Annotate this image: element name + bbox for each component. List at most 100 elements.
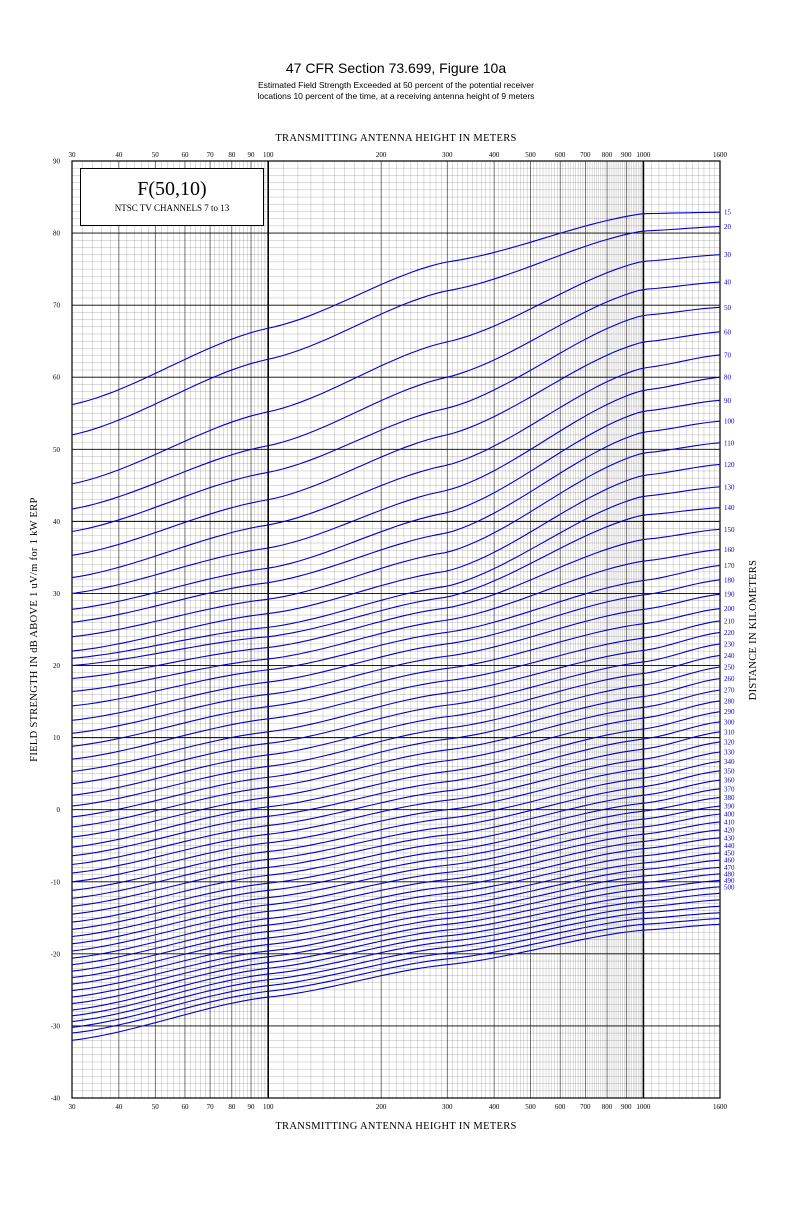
chart-subtitle: Estimated Field Strength Exceeded at 50 …	[0, 80, 792, 102]
x-tick-label-bottom: 60	[181, 1103, 189, 1111]
x-tick-label-top: 40	[115, 151, 123, 159]
distance-label: 250	[724, 663, 735, 671]
distance-label: 90	[724, 397, 732, 405]
distance-label: 20	[724, 223, 732, 231]
plot-frame	[71, 160, 721, 1099]
curve-15	[71, 211, 721, 406]
curve-360	[71, 779, 721, 907]
distance-label: 360	[724, 777, 735, 785]
y-tick-label: -30	[51, 1022, 61, 1030]
x-tick-label-top: 200	[376, 151, 387, 159]
distance-label: 270	[724, 687, 735, 695]
curve-310	[71, 731, 721, 866]
x-tick-label-top: 80	[228, 151, 236, 159]
x-tick-label-bottom: 500	[525, 1103, 536, 1111]
distance-label: 210	[724, 617, 735, 625]
curve-400	[71, 813, 721, 938]
curve-410	[71, 821, 721, 945]
x-tick-label-top: 600	[555, 151, 566, 159]
x-axis-label-top: TRANSMITTING ANTENNA HEIGHT IN METERS	[275, 133, 516, 144]
y-tick-label: 50	[53, 446, 61, 454]
distance-label: 230	[724, 640, 735, 648]
y-tick-label: 70	[53, 302, 61, 310]
curve-240	[71, 654, 721, 796]
curve-60	[71, 331, 721, 556]
curve-270	[71, 689, 721, 828]
curve-160	[71, 548, 721, 693]
distance-axis-label: DISTANCE IN KILOMETERS	[748, 560, 759, 701]
distance-label: 160	[724, 546, 735, 554]
curve-210	[71, 620, 721, 760]
curve-260	[71, 677, 721, 818]
distance-label: 490	[724, 877, 735, 885]
subtitle-line-2: locations 10 percent of the time, at a r…	[257, 91, 535, 101]
curve-130	[71, 486, 721, 659]
subtitle-line-1: Estimated Field Strength Exceeded at 50 …	[258, 80, 534, 90]
distance-label: 370	[724, 785, 735, 793]
curve-470	[71, 866, 721, 985]
distance-label: 280	[724, 697, 735, 705]
x-tick-label-top: 100	[263, 151, 274, 159]
curve-50	[71, 306, 721, 533]
distance-label: 80	[724, 374, 732, 382]
tick-labels: 3030404050506060707080809090100100200200…	[51, 151, 735, 1111]
curve-120	[71, 463, 721, 652]
distance-label: 170	[724, 562, 735, 570]
distance-label: 430	[724, 834, 735, 842]
y-tick-label: 30	[53, 590, 61, 598]
curve-300	[71, 721, 721, 857]
x-tick-label-top: 300	[442, 151, 453, 159]
x-tick-label-top: 1000	[636, 151, 651, 159]
x-tick-label-top: 700	[580, 151, 591, 159]
x-tick-label-bottom: 400	[489, 1103, 500, 1111]
distance-label: 220	[724, 629, 735, 637]
distance-label: 340	[724, 758, 735, 766]
legend-box: F(50,10) NTSC TV CHANNELS 7 to 13	[80, 168, 264, 226]
curve-500	[71, 886, 721, 1005]
distance-label: 200	[724, 605, 735, 613]
curve-420	[71, 829, 721, 952]
curve-unlabeled-54	[71, 917, 721, 1034]
curve-180	[71, 579, 721, 721]
distance-label: 70	[724, 351, 732, 359]
distance-label: 30	[724, 251, 732, 259]
curve-unlabeled-52	[71, 905, 721, 1023]
x-tick-label-bottom: 100	[263, 1103, 274, 1111]
distance-label: 120	[724, 461, 735, 469]
curve-280	[71, 700, 721, 838]
x-tick-label-top: 1600	[713, 151, 728, 159]
x-tick-label-bottom: 90	[248, 1103, 256, 1111]
curve-190	[71, 593, 721, 734]
y-axis-label: FIELD STRENGTH IN dB ABOVE 1 uV/m for 1 …	[29, 497, 40, 761]
curve-440	[71, 845, 721, 966]
distance-label: 470	[724, 864, 735, 872]
x-tick-label-top: 900	[621, 151, 632, 159]
distance-label: 50	[724, 304, 732, 312]
curve-170	[71, 564, 721, 707]
distance-label: 100	[724, 418, 735, 426]
x-tick-label-top: 800	[602, 151, 613, 159]
x-tick-label-bottom: 80	[228, 1103, 236, 1111]
y-tick-label: 90	[53, 158, 61, 166]
curve-110	[71, 442, 721, 638]
x-tick-label-bottom: 200	[376, 1103, 387, 1111]
distance-label: 480	[724, 870, 735, 878]
curve-150	[71, 528, 721, 680]
distance-label: 40	[724, 279, 732, 287]
curve-80	[71, 376, 721, 595]
distance-label: 410	[724, 818, 735, 826]
grid	[71, 160, 721, 1099]
curve-290	[71, 711, 721, 848]
distance-label: 110	[724, 439, 735, 447]
x-tick-label-bottom: 800	[602, 1103, 613, 1111]
distance-label: 460	[724, 857, 735, 865]
curve-430	[71, 837, 721, 959]
chart-title: 47 CFR Section 73.699, Figure 10a	[285, 60, 507, 76]
legend-title: F(50,10)	[137, 178, 207, 200]
y-tick-label: -10	[51, 878, 61, 886]
curve-40	[71, 281, 721, 510]
curve-unlabeled-51	[71, 899, 721, 1017]
curve-330	[71, 751, 721, 883]
distance-label: 260	[724, 675, 735, 683]
curve-320	[71, 741, 721, 874]
